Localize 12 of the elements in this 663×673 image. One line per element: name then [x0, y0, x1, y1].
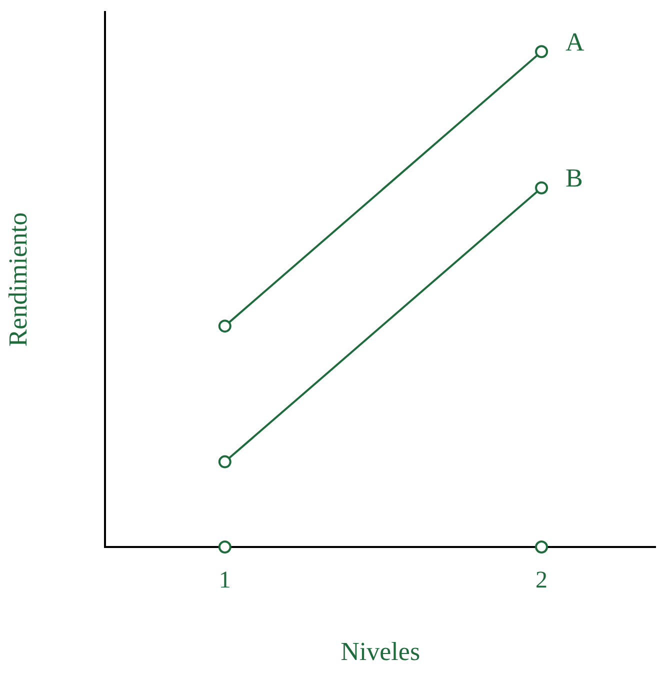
- point: [218, 320, 232, 333]
- x-axis-title: Niveles: [340, 637, 420, 666]
- y-axis-title: Rendimiento: [3, 212, 32, 347]
- point: [535, 181, 548, 194]
- series-label: A: [566, 27, 585, 56]
- x-tick-label: 2: [536, 568, 548, 594]
- series-label: B: [566, 164, 583, 193]
- point: [535, 45, 548, 58]
- x-tick-label: 1: [218, 568, 231, 594]
- point: [535, 540, 548, 554]
- point: [218, 540, 232, 554]
- point: [218, 455, 232, 468]
